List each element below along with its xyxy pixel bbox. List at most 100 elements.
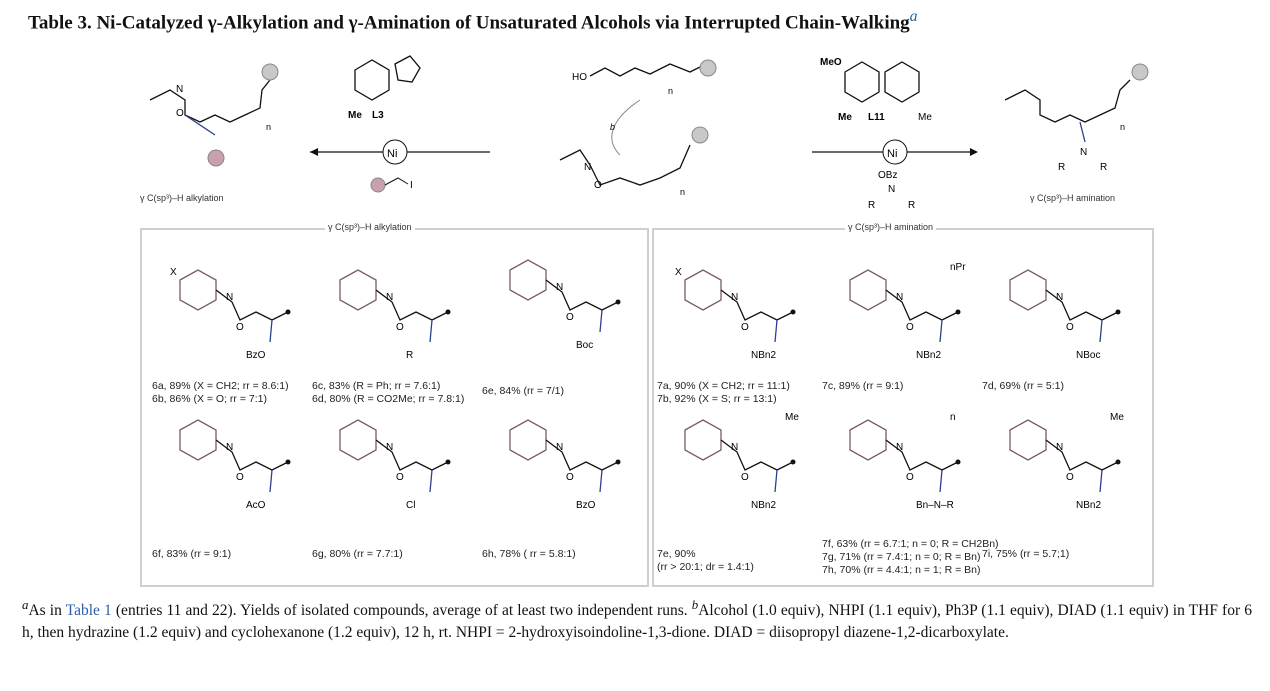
svg-text:N: N (1080, 147, 1087, 158)
svg-text:N: N (556, 442, 563, 453)
svg-text:N: N (386, 442, 393, 453)
svg-text:R: R (868, 200, 875, 211)
svg-text:Ni: Ni (387, 148, 397, 160)
svg-text:Me: Me (1110, 412, 1124, 423)
svg-text:O: O (594, 180, 602, 191)
ligand-l3-structure (354, 55, 421, 101)
structure-6cd: N O R (339, 269, 451, 361)
structure-7fgh: N O Bn–N–R n (849, 412, 961, 511)
svg-text:NBoc: NBoc (1076, 350, 1100, 361)
svg-text:L3: L3 (372, 110, 384, 121)
structure-6f: N O AcO (179, 419, 291, 511)
svg-text:L11: L11 (868, 112, 885, 123)
structure-7d: N O NBoc (1009, 269, 1121, 361)
svg-text:O: O (396, 472, 404, 483)
scheme-drawing: O N n Me L3 Ni I HO n b N O n MeO (149, 55, 1149, 211)
svg-text:BzO: BzO (576, 500, 596, 511)
svg-text:N: N (386, 292, 393, 303)
pink-ball-icon (370, 177, 386, 193)
svg-text:BzO: BzO (246, 350, 266, 361)
svg-text:n: n (680, 187, 685, 197)
svg-text:MeO: MeO (820, 57, 842, 68)
svg-text:O: O (906, 322, 914, 333)
svg-text:X: X (170, 267, 177, 278)
amination-panel (652, 228, 1154, 587)
svg-text:nPr: nPr (950, 262, 966, 273)
svg-text:N: N (584, 162, 591, 173)
compound-caption: 6g, 80% (rr = 7.7:1) (312, 548, 403, 560)
svg-text:O: O (236, 322, 244, 333)
svg-text:Me: Me (918, 112, 932, 123)
gray-ball-icon (261, 63, 279, 81)
compound-caption: 7e, 90% (rr > 20:1; dr = 1.4:1) (657, 548, 754, 573)
svg-text:O: O (566, 312, 574, 323)
svg-text:R: R (406, 350, 413, 361)
svg-text:NBn2: NBn2 (751, 350, 776, 361)
compound-caption: 7c, 89% (rr = 9:1) (822, 380, 904, 392)
svg-text:R: R (1058, 162, 1065, 173)
reaction-scheme: O N n Me L3 Ni I HO n b N O n MeO (0, 50, 1270, 230)
svg-text:NBn2: NBn2 (916, 350, 941, 361)
svg-text:Cl: Cl (406, 500, 415, 511)
pink-ball-icon (207, 149, 225, 167)
svg-text:n: n (668, 86, 673, 96)
structure-6g: N O Cl (339, 419, 451, 511)
svg-text:N: N (1056, 442, 1063, 453)
svg-text:Ni: Ni (887, 148, 897, 160)
svg-text:N: N (731, 292, 738, 303)
svg-text:O: O (396, 322, 404, 333)
svg-text:R: R (1100, 162, 1107, 173)
structure-7i: N O NBn2 Me (1009, 412, 1124, 511)
svg-text:N: N (896, 292, 903, 303)
compound-caption: 7f, 63% (rr = 6.7:1; n = 0; R = CH2Bn) 7g… (822, 538, 999, 576)
svg-text:N: N (556, 282, 563, 293)
svg-text:Boc: Boc (576, 340, 593, 351)
compound-caption: 6e, 84% (rr = 7/1) (482, 385, 564, 397)
svg-text:Me: Me (838, 112, 852, 123)
svg-text:HO: HO (572, 72, 587, 83)
svg-text:R: R (908, 200, 915, 211)
svg-text:O: O (566, 472, 574, 483)
svg-text:O: O (176, 108, 184, 119)
svg-text:O: O (236, 472, 244, 483)
svg-text:N: N (731, 442, 738, 453)
svg-text:O: O (1066, 472, 1074, 483)
structure-7c: N O NBn2 nPr (849, 262, 966, 361)
alkylation-product-structure (149, 79, 271, 136)
svg-text:N: N (1056, 292, 1063, 303)
svg-text:Bn–N–R: Bn–N–R (916, 500, 954, 511)
table-title: Table 3. Ni-Catalyzed γ-Alkylation and γ… (28, 8, 918, 34)
svg-text:n: n (266, 122, 271, 132)
svg-text:n: n (950, 412, 956, 423)
compound-caption: 6a, 89% (X = CH2; rr = 8.6:1) 6b, 86% (X … (152, 380, 289, 405)
table-1-link[interactable]: Table 1 (65, 602, 112, 620)
alkylation-label: γ C(sp³)–H alkylation (140, 193, 224, 203)
structure-7ab: N O X NBn2 (675, 267, 796, 361)
svg-text:O: O (741, 322, 749, 333)
structure-6ab: N O X BzO (170, 267, 291, 361)
svg-text:I: I (410, 180, 413, 191)
svg-text:NBn2: NBn2 (751, 500, 776, 511)
svg-text:NBn2: NBn2 (1076, 500, 1101, 511)
ligand-l11-structure (844, 61, 920, 103)
svg-text:O: O (1066, 322, 1074, 333)
gray-ball-icon (691, 126, 709, 144)
svg-text:X: X (675, 267, 682, 278)
svg-text:OBz: OBz (878, 170, 897, 181)
compound-caption: 6h, 78% ( rr = 5.8:1) (482, 548, 576, 560)
svg-text:N: N (226, 292, 233, 303)
alkylation-section-label: γ C(sp³)–H alkylation (325, 222, 415, 232)
svg-text:b: b (610, 122, 615, 132)
svg-text:O: O (906, 472, 914, 483)
compound-caption: 7i, 75% (rr = 5.7;1) (982, 548, 1070, 560)
compound-caption: 6c, 83% (R = Ph; rr = 7.6:1) 6d, 80% (R =… (312, 380, 465, 405)
structure-6h: N O BzO (509, 419, 621, 511)
svg-text:AcO: AcO (246, 500, 266, 511)
svg-text:Me: Me (785, 412, 799, 423)
compound-caption: 6f, 83% (rr = 9:1) (152, 548, 232, 560)
structure-7e: N O NBn2 Me (684, 412, 799, 511)
amination-label: γ C(sp³)–H amination (1030, 193, 1116, 203)
svg-text:N: N (896, 442, 903, 453)
svg-text:N: N (888, 184, 895, 195)
amination-section-label: γ C(sp³)–H amination (845, 222, 937, 232)
